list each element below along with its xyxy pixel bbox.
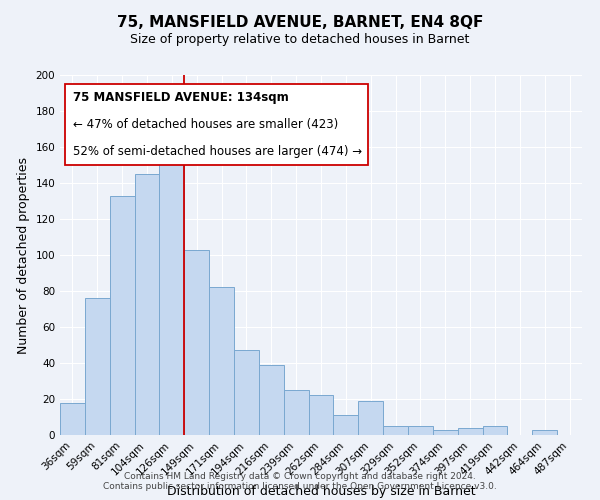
Text: Contains HM Land Registry data © Crown copyright and database right 2024.: Contains HM Land Registry data © Crown c… [124, 472, 476, 481]
Bar [234, 350, 259, 435]
Bar [383, 426, 408, 435]
Bar [458, 428, 482, 435]
Bar [482, 426, 508, 435]
Bar [110, 196, 134, 435]
Text: ← 47% of detached houses are smaller (423): ← 47% of detached houses are smaller (42… [73, 118, 338, 131]
Bar [358, 401, 383, 435]
Y-axis label: Number of detached properties: Number of detached properties [17, 156, 30, 354]
Bar [160, 138, 184, 435]
Bar [408, 426, 433, 435]
Bar [433, 430, 458, 435]
FancyBboxPatch shape [65, 84, 368, 165]
Bar [85, 298, 110, 435]
Bar [308, 396, 334, 435]
Bar [532, 430, 557, 435]
Bar [284, 390, 308, 435]
Text: 75 MANSFIELD AVENUE: 134sqm: 75 MANSFIELD AVENUE: 134sqm [73, 91, 289, 104]
Bar [134, 174, 160, 435]
Text: Size of property relative to detached houses in Barnet: Size of property relative to detached ho… [130, 32, 470, 46]
Text: 52% of semi-detached houses are larger (474) →: 52% of semi-detached houses are larger (… [73, 145, 362, 158]
Bar [209, 288, 234, 435]
Text: 75, MANSFIELD AVENUE, BARNET, EN4 8QF: 75, MANSFIELD AVENUE, BARNET, EN4 8QF [117, 15, 483, 30]
Bar [60, 402, 85, 435]
X-axis label: Distribution of detached houses by size in Barnet: Distribution of detached houses by size … [167, 485, 475, 498]
Bar [259, 365, 284, 435]
Text: Contains public sector information licensed under the Open Government Licence v3: Contains public sector information licen… [103, 482, 497, 491]
Bar [334, 415, 358, 435]
Bar [184, 250, 209, 435]
